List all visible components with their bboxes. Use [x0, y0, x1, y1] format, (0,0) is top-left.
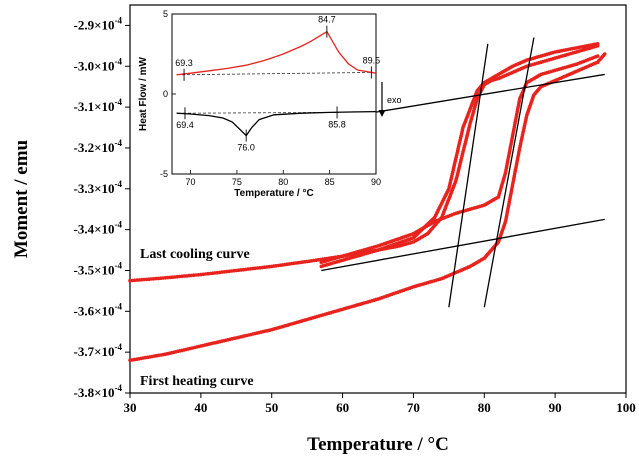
last-cooling-curve-label: Last cooling curve — [140, 247, 250, 262]
inset-axes: 70 75 80 85 90 5 0 -5 — [160, 9, 381, 187]
y-tick-label: -3.6×10-4 — [74, 301, 123, 318]
exo-label: exo — [387, 95, 402, 105]
x-axis-title: Temperature / °C — [307, 434, 449, 455]
y-tick-label: -3.4×10-4 — [74, 220, 123, 237]
tangent-line-3 — [448, 43, 489, 308]
inset-y-axis-title: Heat Flow / mW — [138, 57, 149, 131]
inset-annotation: 69.4 — [176, 120, 194, 130]
inset-x-tick-label: 70 — [186, 177, 196, 187]
x-tick-label: 100 — [616, 400, 636, 415]
inset-x-tick-label: 75 — [232, 177, 242, 187]
inset-x-tick-label: 90 — [371, 177, 381, 187]
y-tick-label: -3.3×10-4 — [74, 179, 123, 196]
inset-dsc-plot: 69.384.789.569.476.085.8 70 75 80 85 9050-5 … — [138, 9, 402, 199]
y-axis-title: Moment / emu — [11, 139, 32, 258]
inset-heating-curve — [176, 30, 377, 76]
inset-content: 69.3 84.7 89.5 69.4 76.0 85.8 — [175, 15, 380, 153]
inset-frame — [171, 13, 377, 175]
tangent-line-1 — [321, 218, 605, 272]
series-4 — [319, 54, 600, 265]
inset-annotation: 89.5 — [363, 55, 381, 65]
y-tick-label: -3.1×10-4 — [74, 97, 123, 114]
main-plot-content — [128, 37, 607, 363]
inset-annotation: 69.3 — [175, 58, 193, 68]
y-tick-label: -3.0×10-4 — [74, 56, 123, 73]
main-plot-frame — [129, 4, 627, 394]
exo-arrow-head — [378, 110, 386, 117]
main-axes: 30 40 50 60 70 80 90 100 -2.9×10-4 -3.0×10-4 -3.1×… — [74, 15, 636, 415]
inset-y-tick-label: -5 — [160, 169, 168, 179]
inset-annotation: 84.7 — [318, 15, 336, 25]
x-tick-label: 70 — [407, 400, 420, 415]
x-tick-label: 90 — [549, 400, 562, 415]
inset-x-axis-title: Temperature / °C — [234, 188, 313, 199]
x-tick-label: 30 — [124, 400, 137, 415]
inset-cooling-curve — [176, 110, 377, 137]
data-point — [595, 54, 600, 58]
y-tick-label: -3.7×10-4 — [74, 342, 123, 359]
inset-x-tick-label: 85 — [325, 177, 335, 187]
first-heating-curve-label: First heating curve — [140, 374, 254, 389]
data-point — [595, 42, 600, 46]
x-tick-label: 80 — [478, 400, 491, 415]
y-tick-label: -2.9×10-4 — [74, 15, 123, 32]
tangent-line-4 — [483, 37, 535, 308]
y-tick-label: -3.2×10-4 — [74, 138, 123, 155]
inset-annotation: 85.8 — [328, 119, 346, 129]
y-tick-label: -3.5×10-4 — [74, 260, 123, 277]
series-2-first-heating-curve — [128, 52, 607, 363]
exo-indicator: exo — [378, 82, 402, 117]
x-tick-label: 50 — [265, 400, 278, 415]
y-tick-label: -3.8×10-4 — [74, 383, 123, 400]
inset-x-tick-label: 80 — [278, 177, 288, 187]
inset-baseline-1 — [182, 72, 374, 76]
inset-annotation: 76.0 — [237, 143, 255, 153]
data-point — [602, 52, 607, 56]
inset-y-tick-label: 5 — [163, 9, 168, 19]
x-tick-label: 40 — [194, 400, 207, 415]
x-tick-label: 60 — [336, 400, 349, 415]
inset-y-tick-label: 0 — [163, 89, 168, 99]
